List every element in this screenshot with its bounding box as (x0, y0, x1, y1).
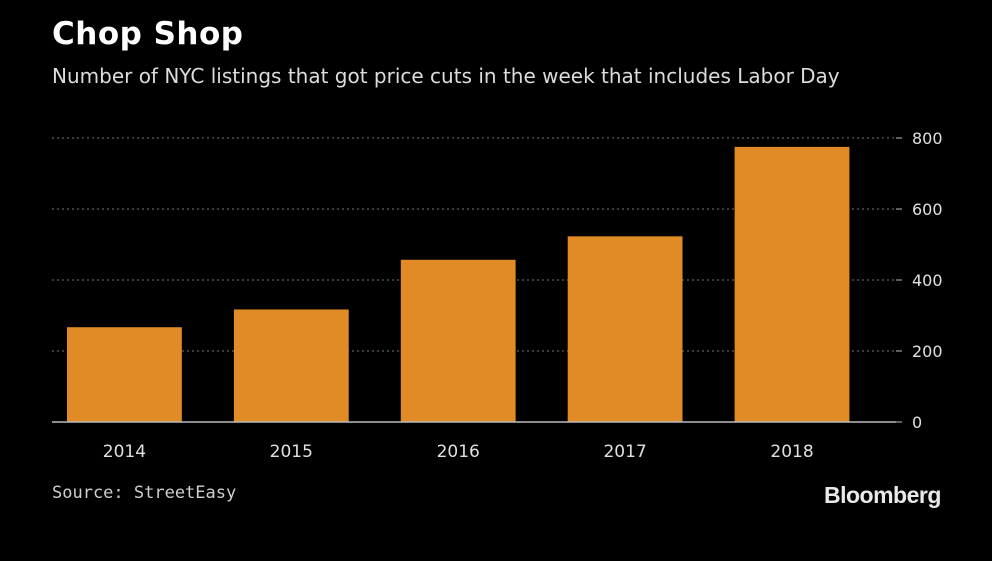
x-tick-label: 2014 (103, 442, 146, 462)
axes (52, 137, 902, 423)
bar (233, 309, 349, 422)
tick-labels: 0 200 400 600 800 2014 2015 2016 2017 2018 (103, 129, 943, 462)
bar (734, 146, 850, 422)
y-tick-label: 400 (912, 271, 943, 290)
x-tick-label: 2016 (437, 442, 480, 462)
y-tick-label: 200 (912, 342, 943, 361)
bar (400, 259, 516, 422)
bar-chart: 0 200 400 600 800 2014 2015 2016 2017 2018 (52, 129, 943, 462)
source-note: Source: StreetEasy (52, 483, 237, 503)
y-tick-label: 800 (912, 129, 943, 148)
y-tick-label: 0 (912, 413, 922, 432)
chart-subtitle: Number of NYC listings that got price cu… (52, 64, 840, 88)
bloomberg-logo: Bloomberg (824, 482, 941, 508)
bar (67, 327, 182, 422)
bars (67, 146, 850, 422)
x-tick-label: 2018 (770, 442, 813, 462)
y-tick-label: 600 (912, 200, 943, 219)
x-tick-label: 2017 (603, 442, 646, 462)
chart-title: Chop Shop (52, 16, 244, 52)
x-tick-label: 2015 (270, 442, 313, 462)
bar (567, 236, 683, 422)
